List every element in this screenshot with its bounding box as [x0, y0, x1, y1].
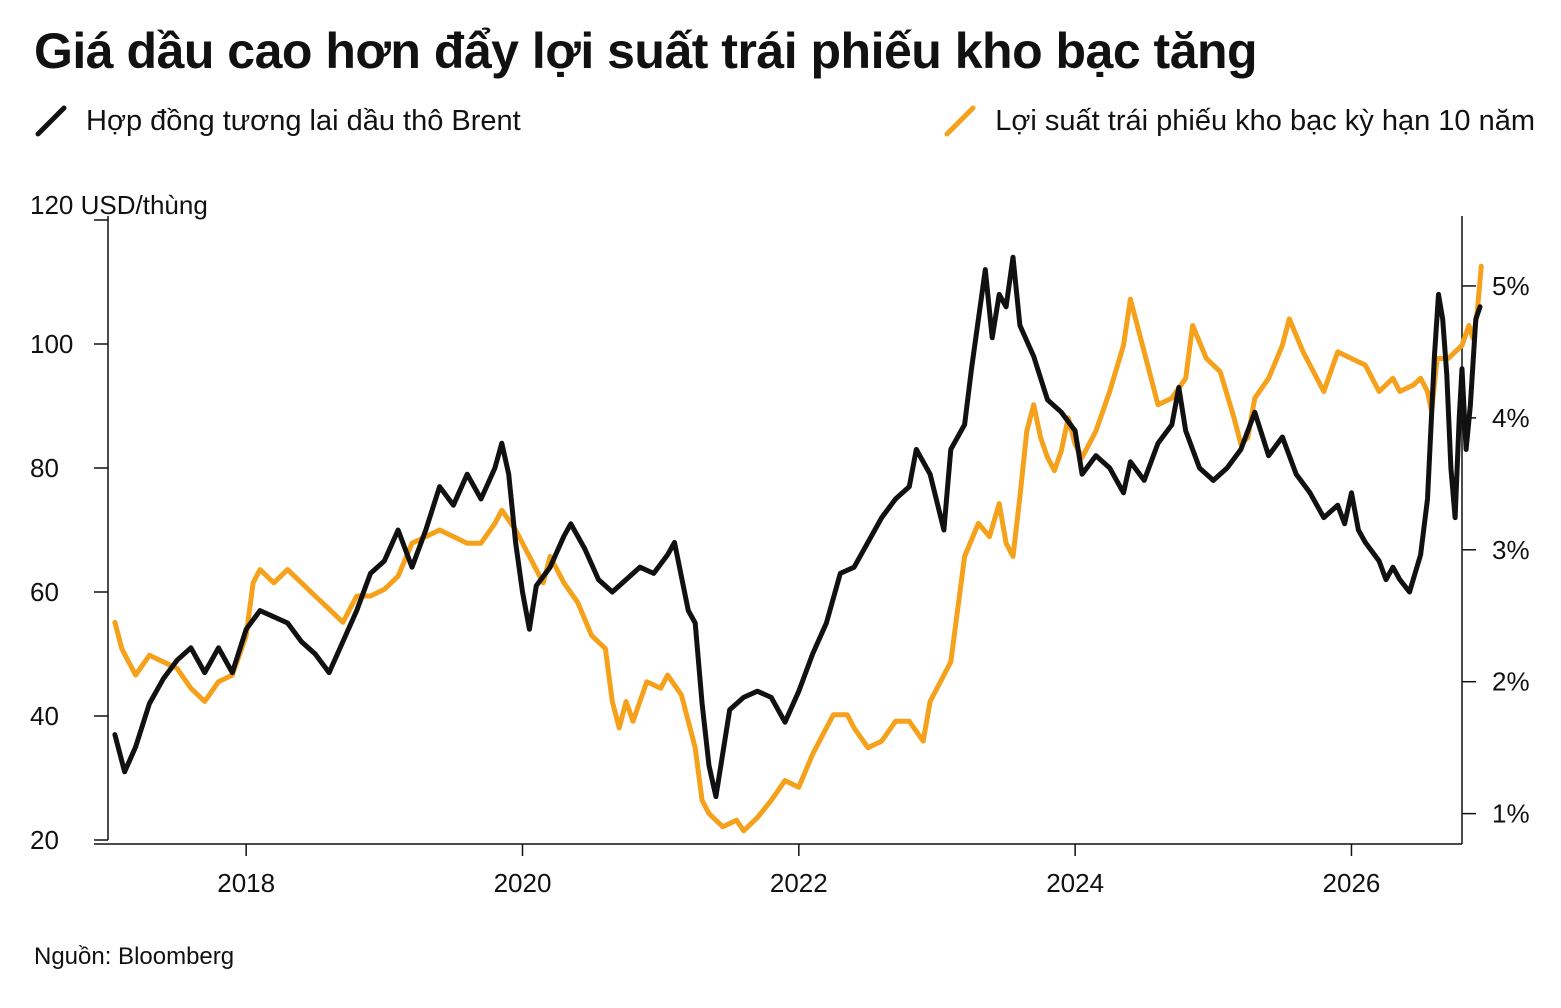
- y-right-tick-label: 5%: [1492, 271, 1530, 301]
- legend-swatch-brent-icon: [35, 105, 67, 137]
- x-tick-label: 2024: [1046, 868, 1104, 898]
- x-tick-label: 2026: [1323, 868, 1381, 898]
- series-line-treasury: [112, 263, 1484, 834]
- y-left-tick-label: 60: [30, 577, 59, 607]
- chart-title: Giá dầu cao hơn đẩy lợi suất trái phiếu …: [34, 23, 1258, 79]
- x-tick-label: 2020: [494, 868, 552, 898]
- source-note: Nguồn: Bloomberg: [34, 943, 235, 970]
- x-tick-label: 2018: [217, 868, 275, 898]
- y-left-tick-label: 80: [30, 453, 59, 483]
- chart-axes: 20 40 60 80 100 120 USD/thùng 1% 2% 3% 4% 5% 2018 20…: [30, 190, 1530, 898]
- chart-series: [112, 254, 1484, 834]
- y-left-tick-label: 100: [30, 329, 73, 359]
- x-tick-label: 2022: [770, 868, 828, 898]
- legend-item-brent: Hợp đồng tương lai dầu thô Brent: [34, 104, 521, 138]
- y-right-tick-label: 1%: [1492, 799, 1530, 829]
- y-right-tick-label: 4%: [1492, 403, 1530, 433]
- legend-label-treasury: Lợi suất trái phiếu kho bạc kỳ hạn 10 nă…: [995, 104, 1535, 137]
- series-line-brent: [112, 254, 1483, 800]
- y-right-tick-label: 3%: [1492, 535, 1530, 565]
- y-left-tick-label: 40: [30, 701, 59, 731]
- legend-item-treasury: Lợi suất trái phiếu kho bạc kỳ hạn 10 nă…: [943, 104, 1535, 138]
- y-right-tick-label: 2%: [1492, 667, 1530, 697]
- legend-label-brent: Hợp đồng tương lai dầu thô Brent: [86, 104, 521, 137]
- y-left-tick-label: 20: [30, 825, 59, 855]
- y-left-tick-label: 120 USD/thùng: [30, 190, 208, 220]
- legend-swatch-treasury-icon: [944, 105, 976, 137]
